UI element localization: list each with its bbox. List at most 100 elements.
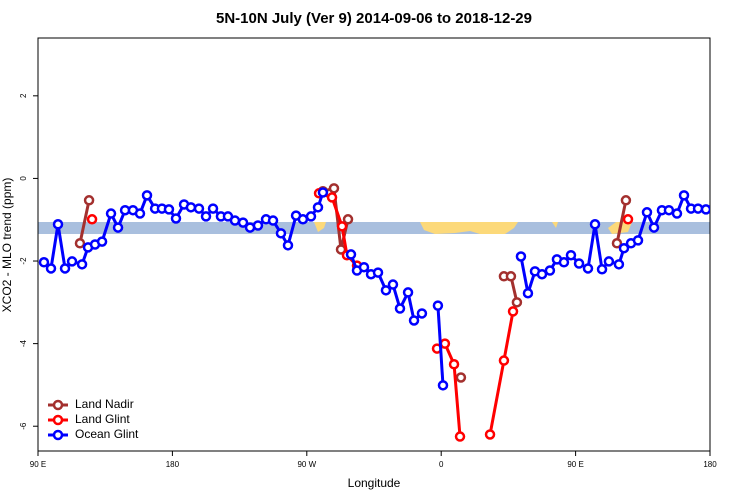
point	[544, 265, 556, 276]
point	[437, 380, 449, 391]
y-tick-label: -4	[19, 340, 28, 348]
point	[448, 359, 460, 370]
point	[394, 303, 406, 314]
plot-frame	[37, 37, 711, 452]
point	[237, 217, 249, 228]
y-axis-label: XCO2 - MLO trend (ppm)	[0, 178, 14, 313]
point	[141, 190, 153, 201]
series-line	[488, 311, 515, 435]
point	[596, 264, 608, 275]
point	[484, 429, 496, 440]
ocean-band	[38, 222, 710, 234]
point	[573, 258, 585, 269]
point	[402, 287, 414, 298]
point	[678, 190, 690, 201]
point	[86, 214, 98, 225]
point	[618, 242, 630, 254]
series-line	[436, 305, 445, 386]
point	[105, 208, 117, 219]
plot-area	[38, 183, 710, 442]
point	[96, 236, 108, 247]
x-tick-label: 90 W	[297, 460, 316, 469]
chart-title: 5N-10N July (Ver 9) 2014-09-06 to 2018-1…	[216, 10, 532, 27]
x-axis-label: Longitude	[348, 476, 401, 490]
point	[252, 220, 264, 231]
land-patch	[314, 222, 326, 232]
point	[336, 221, 348, 232]
point	[326, 192, 338, 203]
point	[603, 256, 615, 267]
point	[52, 219, 64, 230]
legend-marker	[52, 414, 64, 426]
point	[641, 207, 653, 218]
point	[700, 204, 710, 215]
point	[45, 263, 57, 274]
x-tick-label: 90 E	[30, 460, 46, 469]
point	[408, 315, 420, 326]
point	[589, 219, 601, 230]
y-tick-label: -6	[19, 422, 28, 430]
x-tick-label: 90 E	[567, 460, 583, 469]
point	[515, 251, 527, 262]
point	[432, 300, 444, 311]
x-tick-label: 180	[703, 460, 717, 469]
point	[134, 208, 146, 219]
point	[229, 215, 241, 226]
point	[620, 195, 632, 206]
legend-label: Land Nadir	[75, 397, 134, 411]
point	[622, 214, 634, 225]
point	[297, 214, 309, 225]
point	[328, 183, 340, 194]
point	[66, 256, 78, 267]
point	[193, 203, 205, 214]
point	[416, 308, 428, 319]
point	[200, 211, 212, 222]
point	[611, 238, 623, 249]
series-line	[78, 199, 91, 244]
point	[558, 257, 570, 268]
point	[613, 259, 625, 270]
y-tick-label: 2	[19, 93, 28, 98]
legend-marker	[52, 429, 64, 441]
point	[317, 187, 329, 198]
point	[342, 214, 354, 225]
point	[74, 238, 86, 249]
legend-label: Ocean Glint	[75, 427, 139, 441]
point	[372, 267, 384, 278]
point	[536, 268, 548, 280]
point	[380, 285, 392, 296]
point	[505, 271, 517, 282]
point	[112, 222, 124, 233]
x-tick-label: 0	[439, 460, 444, 469]
point	[454, 431, 466, 442]
point	[312, 202, 324, 213]
surface-band	[38, 222, 710, 234]
point	[267, 215, 279, 226]
point	[163, 204, 175, 215]
x-tick-label: 180	[166, 460, 180, 469]
legend-label: Land Glint	[75, 412, 130, 426]
point	[507, 306, 519, 317]
series-line	[615, 200, 628, 244]
point	[632, 235, 644, 246]
point	[455, 372, 467, 383]
point	[663, 204, 675, 216]
point	[185, 202, 197, 213]
point	[498, 355, 510, 366]
point	[671, 208, 683, 219]
y-tick-label: 0	[19, 176, 28, 181]
point	[76, 259, 88, 270]
point	[83, 195, 95, 206]
point	[439, 338, 451, 349]
point	[170, 213, 182, 224]
point	[207, 203, 219, 214]
land-patch	[552, 222, 558, 228]
y-tick-label: -2	[19, 257, 28, 265]
point	[648, 222, 660, 233]
legend-marker	[52, 399, 64, 411]
point	[305, 211, 317, 222]
point	[282, 240, 294, 251]
point	[59, 263, 71, 274]
point	[275, 228, 287, 239]
